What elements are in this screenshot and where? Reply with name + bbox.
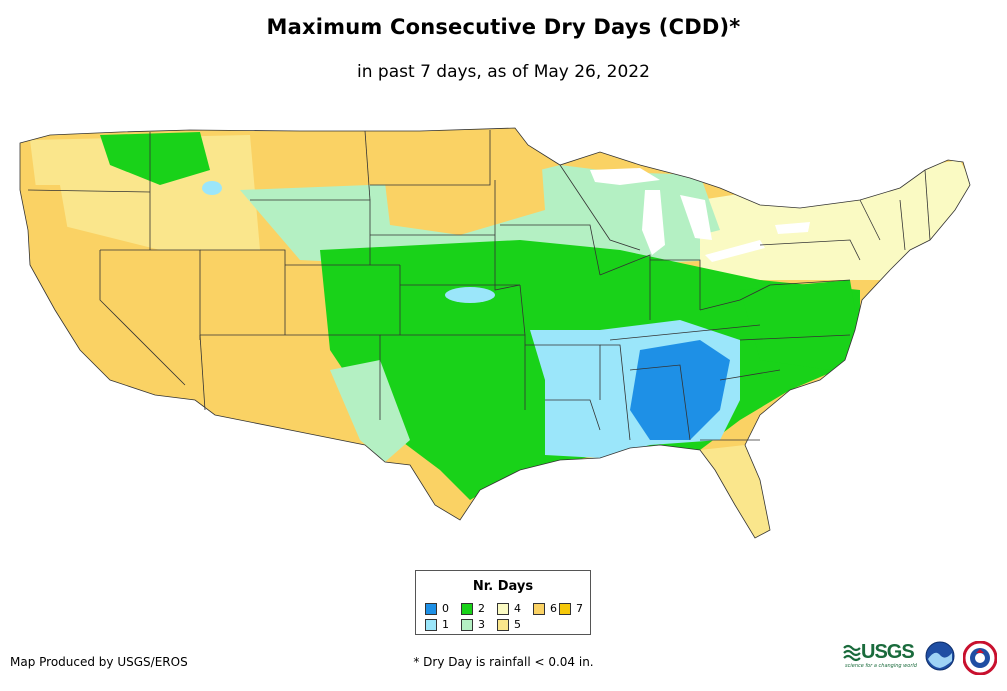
legend-swatch-6 [533,602,545,615]
nws-logo-icon [963,641,997,675]
legend-label-0: 0 [442,602,449,615]
legend-item-0: 0 [425,602,449,615]
legend-item-3: 3 [461,618,485,631]
map-subtitle: in past 7 days, as of May 26, 2022 [357,62,650,82]
legend-label-5: 5 [514,618,521,631]
legend-item-1: 1 [425,618,449,631]
region-mid-atlantic [740,280,860,370]
lake-superior [590,168,660,185]
region-pacific-coast [20,185,120,380]
usgs-wave-icon [843,644,861,662]
usgs-wordmark: USGS [861,641,915,663]
legend-item-6: 6 [533,602,557,615]
region-west-texas [330,360,410,462]
legend-title: Nr. Days [472,579,534,594]
region-dakota-dry [380,140,545,235]
dry-day-footnote: * Dry Day is rainfall < 0.04 in. [413,655,594,669]
legend-swatch-3 [461,618,473,631]
region-florida [700,445,770,538]
legend-item-5: 5 [497,618,521,631]
region-southeast-wet [630,340,730,440]
us-map [19,127,971,539]
legend-label-1: 1 [442,618,449,631]
legend-item-4: 4 [497,602,521,615]
legend-label-7: 7 [576,602,583,615]
region-idaho-wet [202,181,222,195]
lake-ontario [775,222,810,234]
usgs-tagline: science for a changing world [845,663,917,669]
legend-item-2: 2 [461,602,485,615]
noaa-logo-icon [925,641,955,671]
lake-erie [705,240,765,262]
legend-swatch-0 [425,602,437,615]
legend-swatch-5 [497,618,509,631]
legend-swatch-4 [497,602,509,615]
region-kansas-wet [445,287,495,303]
legend-box: Nr. Days 0 1 2 3 4 5 6 7 [415,570,591,635]
lake-huron [680,195,712,240]
legend-label-2: 2 [478,602,485,615]
map-title: Maximum Consecutive Dry Days (CDD)* [266,15,741,39]
lake-michigan [642,190,665,255]
legend-label-4: 4 [514,602,521,615]
legend-swatch-7 [559,602,571,615]
state-boundaries [19,127,971,539]
legend-item-7: 7 [559,602,583,615]
region-idaho-montana-green [100,132,210,185]
legend-swatch-1 [425,618,437,631]
legend-label-6: 6 [550,602,557,615]
legend-label-3: 3 [478,618,485,631]
region-northeast [700,160,970,280]
usgs-logo: USGS science for a changing world [843,641,921,671]
map-credit: Map Produced by USGS/EROS [10,655,188,669]
region-great-lakes [560,170,720,250]
legend-swatch-2 [461,602,473,615]
